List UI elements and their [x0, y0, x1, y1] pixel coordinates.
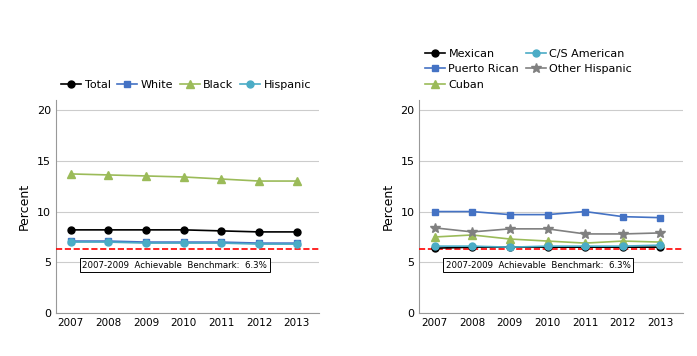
Y-axis label: Percent: Percent: [382, 183, 395, 230]
Text: 2007-2009  Achievable  Benchmark:  6.3%: 2007-2009 Achievable Benchmark: 6.3%: [82, 261, 267, 269]
Legend: Total, White, Black, Hispanic: Total, White, Black, Hispanic: [61, 80, 311, 90]
Text: 2007-2009  Achievable  Benchmark:  6.3%: 2007-2009 Achievable Benchmark: 6.3%: [446, 261, 631, 269]
Legend: Mexican, Puerto Rican, Cuban, C/S American, Other Hispanic: Mexican, Puerto Rican, Cuban, C/S Americ…: [425, 49, 632, 90]
Y-axis label: Percent: Percent: [18, 183, 31, 230]
